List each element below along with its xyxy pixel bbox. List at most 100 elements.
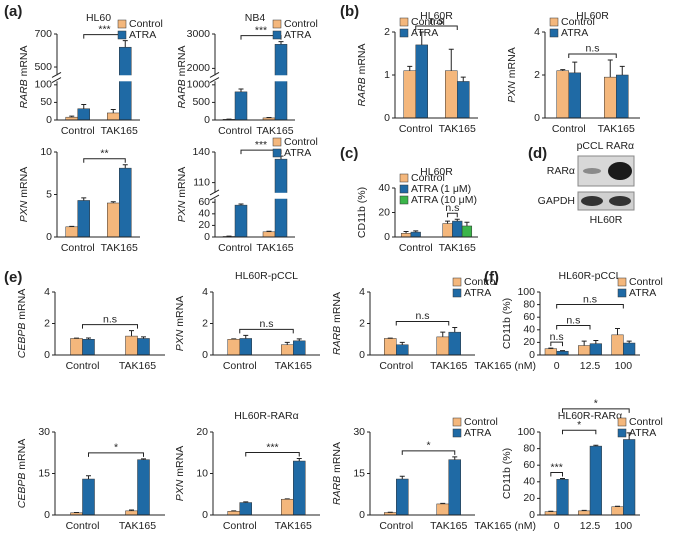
chart-title: HL60R-pCCL — [558, 270, 621, 282]
bar — [70, 338, 83, 356]
bar — [410, 231, 421, 238]
legend-label: ATRA — [464, 287, 491, 299]
error-bar — [440, 502, 446, 504]
y-tick-label: 5 — [46, 188, 52, 200]
y-tick-label: 0 — [204, 231, 210, 243]
panel-label: (b) — [340, 3, 359, 20]
x-tick-label: TAK165 — [430, 520, 467, 532]
x-tick-label: Control — [218, 242, 252, 254]
legend-label: ATRA — [129, 29, 156, 41]
bar — [442, 223, 453, 238]
error-bar — [572, 61, 578, 73]
bar — [400, 233, 412, 238]
legend-swatch — [272, 19, 282, 29]
error-bar — [278, 41, 284, 45]
significance-bracket — [395, 320, 450, 326]
legend-label: Control — [129, 18, 163, 30]
blot-band — [581, 196, 603, 206]
x-tick-label: Control — [66, 360, 100, 372]
significance-label: n.s — [445, 202, 459, 214]
axis-break-gap — [211, 75, 295, 82]
bar — [82, 339, 95, 356]
y-axis-label: PXN mRNA — [174, 296, 186, 351]
significance-bracket — [447, 212, 458, 218]
x-axis-label: TAK165 (nM) — [474, 520, 536, 532]
y-tick-label: 0 — [384, 231, 390, 243]
error-bar — [452, 326, 458, 333]
legend-label: Control — [561, 16, 595, 28]
y-tick-label: 0 — [359, 349, 365, 361]
y-tick-label: 0 — [384, 112, 390, 124]
x-tick-label: TAK165 — [598, 123, 635, 135]
bar — [234, 91, 248, 121]
bar — [556, 479, 569, 516]
bar — [623, 342, 636, 356]
y-tick-label: 0 — [529, 509, 535, 521]
y-tick-label: 40 — [523, 324, 535, 336]
error-bar — [403, 230, 409, 234]
legend-label: ATRA — [284, 29, 311, 41]
legend-label: Control — [284, 136, 318, 148]
western-blot: pCCL RARα RARα GAPDH HL60R — [538, 140, 635, 226]
y-tick-label: 4 — [359, 286, 365, 298]
error-bar — [560, 69, 566, 71]
error-bar — [407, 65, 413, 71]
panel-label: (f) — [484, 269, 499, 286]
x-tick-label: 12.5 — [580, 360, 601, 372]
y-tick-label: 0 — [359, 509, 365, 521]
error-bar — [110, 108, 116, 113]
bar — [436, 336, 449, 356]
error-bar — [141, 336, 146, 339]
error-bar — [448, 48, 454, 71]
legend-swatch — [399, 173, 409, 183]
legend-label: Control — [411, 172, 445, 184]
chart: HL60R CD11b (%) 0 20 40 Control TAK165 n.s Contr… — [356, 166, 478, 254]
legend-swatch — [272, 137, 282, 147]
x-tick-label: TAK165 — [119, 520, 156, 532]
bar — [239, 502, 252, 516]
chart: CEBPB mRNA 0 2 4 Control TAK165 n.s — [16, 286, 165, 372]
significance-label: n.s — [550, 331, 564, 343]
x-tick-label: TAK165 — [256, 242, 293, 254]
y-axis-label: CD11b (%) — [501, 448, 513, 499]
chart-title: HL60R — [576, 10, 609, 22]
y-tick-label: 50 — [40, 96, 52, 108]
chart-title: NB4 — [245, 12, 266, 24]
legend-label: ATRA — [464, 427, 491, 439]
bar — [281, 498, 294, 516]
error-bar — [238, 88, 244, 92]
y-tick-label: 60 — [523, 459, 535, 471]
y-tick-label: 0 — [46, 114, 52, 126]
legend-swatch — [399, 184, 409, 194]
bar — [589, 343, 602, 356]
x-tick-label: 0 — [554, 360, 560, 372]
bar — [578, 510, 591, 516]
legend-swatch — [117, 19, 127, 29]
significance-label: * — [577, 419, 581, 431]
legend-swatch — [399, 195, 409, 205]
error-bar — [122, 40, 128, 48]
y-tick-label: 20 — [378, 206, 390, 218]
y-tick-label: 100 — [517, 426, 535, 438]
x-tick-label: TAK165 — [275, 520, 312, 532]
y-axis-label: CD11b (%) — [501, 298, 513, 349]
panel-label: (a) — [4, 3, 22, 20]
x-tick-label: 0 — [554, 520, 560, 532]
significance-label: n.s — [585, 43, 599, 55]
error-bar — [619, 65, 625, 75]
error-bar — [243, 501, 249, 503]
x-tick-label: Control — [61, 242, 95, 254]
legend-label: Control — [464, 416, 498, 428]
significance-bracket — [562, 408, 630, 413]
chart: NB4 RARB mRNA 0 500 1000 2000 3000 Control TAK16… — [176, 12, 318, 137]
axis-break-gap — [53, 75, 140, 82]
error-bar — [615, 328, 620, 335]
x-tick-label: Control — [223, 520, 257, 532]
significance-bracket — [83, 158, 126, 163]
bar — [457, 81, 470, 119]
significance-label: *** — [98, 23, 110, 35]
legend-label: ATRA — [629, 287, 656, 299]
legend-swatch — [549, 28, 559, 38]
bar — [611, 506, 624, 516]
y-tick-label: 700 — [34, 28, 52, 40]
